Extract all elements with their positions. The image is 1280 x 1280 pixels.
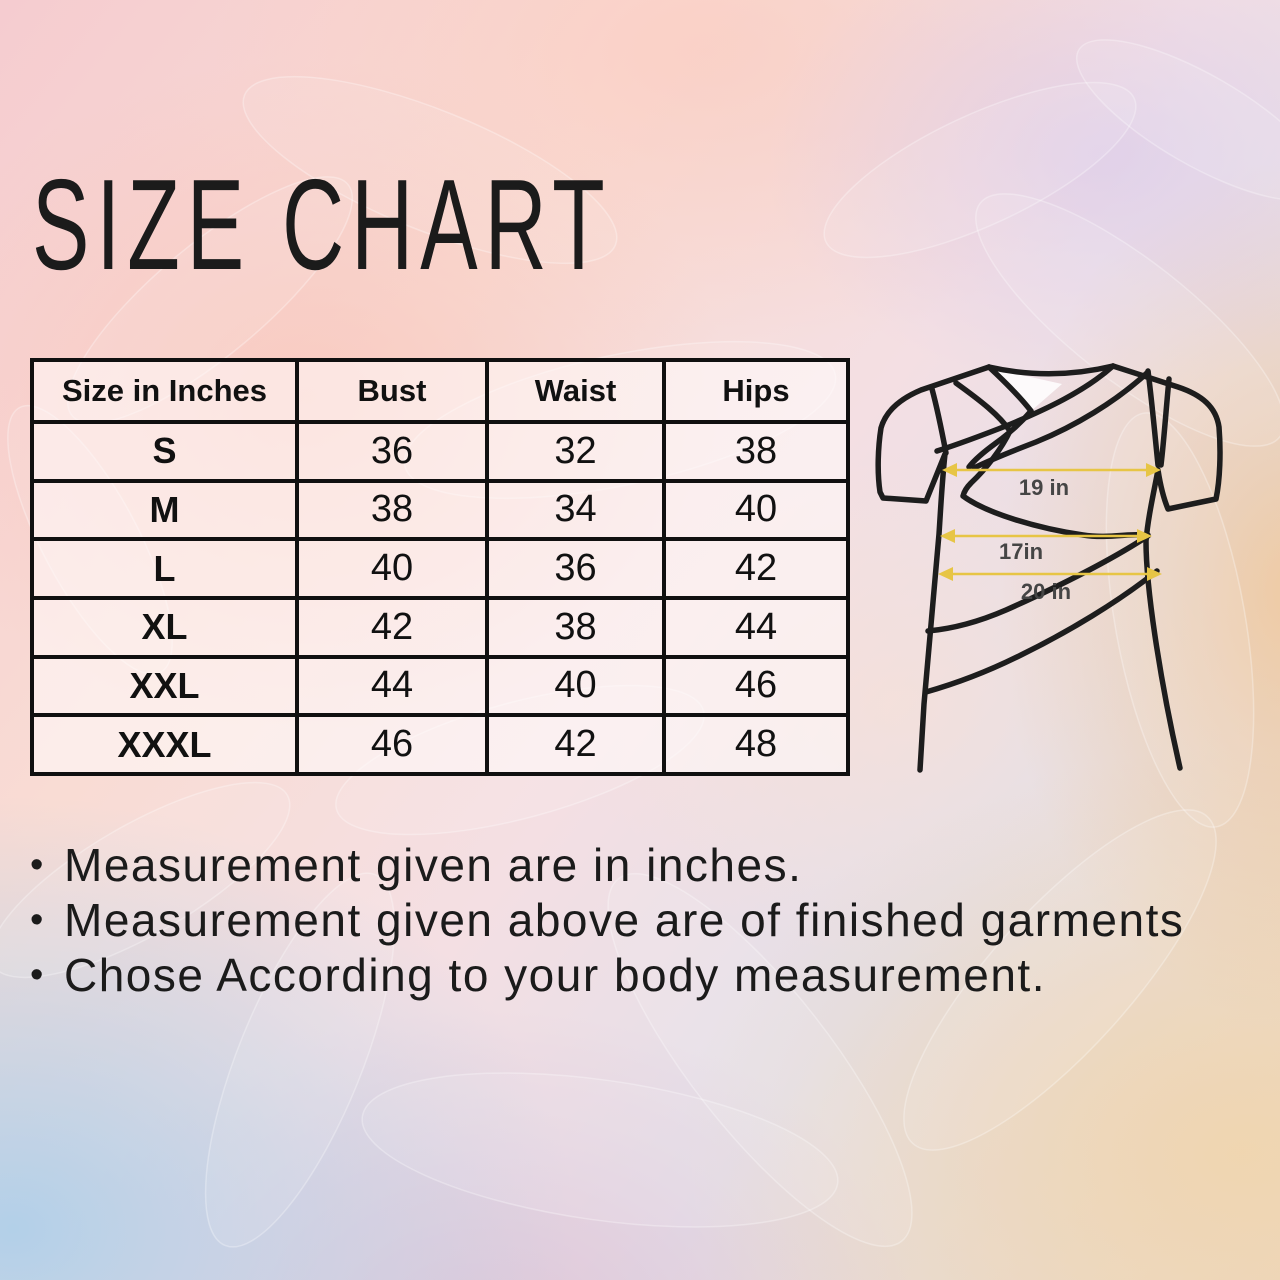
table-row: M 38 34 40 (30, 478, 850, 542)
waist-cell: 34 (485, 478, 666, 542)
size-cell: XXL (30, 654, 299, 718)
header-row: Size in Inches Bust Waist Hips (30, 358, 850, 424)
hips-cell: 48 (662, 713, 850, 776)
bust-measurement-label: 19 in (1019, 475, 1069, 500)
bullet-icon: • (30, 954, 45, 996)
bust-cell: 40 (295, 537, 489, 600)
bullet-icon: • (30, 899, 45, 941)
collar-shape (990, 368, 1062, 411)
bust-cell: 38 (295, 478, 489, 542)
size-cell: M (30, 478, 299, 542)
size-table: Size in Inches Bust Waist Hips S 36 32 3… (30, 358, 850, 776)
hips-cell: 46 (662, 654, 850, 718)
note-text: Chose According to your body measurement… (64, 949, 1046, 1001)
waist-measurement-label: 17in (999, 539, 1043, 564)
hips-cell: 40 (662, 478, 850, 542)
table-row: XL 42 38 44 (30, 595, 850, 659)
measurement-labels: 19 in 17in 20 in (999, 475, 1071, 604)
hips-cell: 38 (662, 420, 850, 483)
hips-measurement-label: 20 in (1021, 579, 1071, 604)
column-header-size: Size in Inches (30, 358, 299, 424)
column-header-bust: Bust (295, 358, 489, 424)
measurement-arrows (949, 468, 1151, 576)
garment-diagram: 19 in 17in 20 in (875, 363, 1223, 773)
bust-cell: 36 (295, 420, 489, 483)
waist-cell: 40 (485, 654, 666, 718)
size-cell: XXXL (30, 713, 299, 776)
column-header-hips: Hips (662, 358, 850, 424)
size-cell: S (30, 420, 299, 483)
page-title: SIZE CHART (32, 153, 612, 298)
hips-cell: 44 (662, 595, 850, 659)
note-item: • Measurement given are in inches. (30, 838, 1276, 893)
arrowheads (938, 463, 1162, 581)
size-cell: L (30, 537, 299, 600)
table-row: XXL 44 40 46 (30, 654, 850, 718)
note-item: • Chose According to your body measureme… (30, 948, 1276, 1003)
note-item: • Measurement given above are of finishe… (30, 893, 1276, 948)
bust-cell: 42 (295, 595, 489, 659)
notes-list: • Measurement given are in inches. • Mea… (30, 838, 1276, 1003)
hips-cell: 42 (662, 537, 850, 600)
note-text: Measurement given are in inches. (64, 839, 803, 891)
bust-cell: 46 (295, 713, 489, 776)
garment-outline (875, 363, 1223, 773)
table-row: L 40 36 42 (30, 537, 850, 600)
note-text: Measurement given above are of finished … (64, 894, 1185, 946)
table-row: S 36 32 38 (30, 420, 850, 483)
size-cell: XL (30, 595, 299, 659)
column-header-waist: Waist (485, 358, 666, 424)
waist-cell: 38 (485, 595, 666, 659)
bust-cell: 44 (295, 654, 489, 718)
table-row: XXXL 46 42 48 (30, 713, 850, 776)
waist-cell: 32 (485, 420, 666, 483)
waist-cell: 42 (485, 713, 666, 776)
waist-cell: 36 (485, 537, 666, 600)
bullet-icon: • (30, 844, 45, 886)
